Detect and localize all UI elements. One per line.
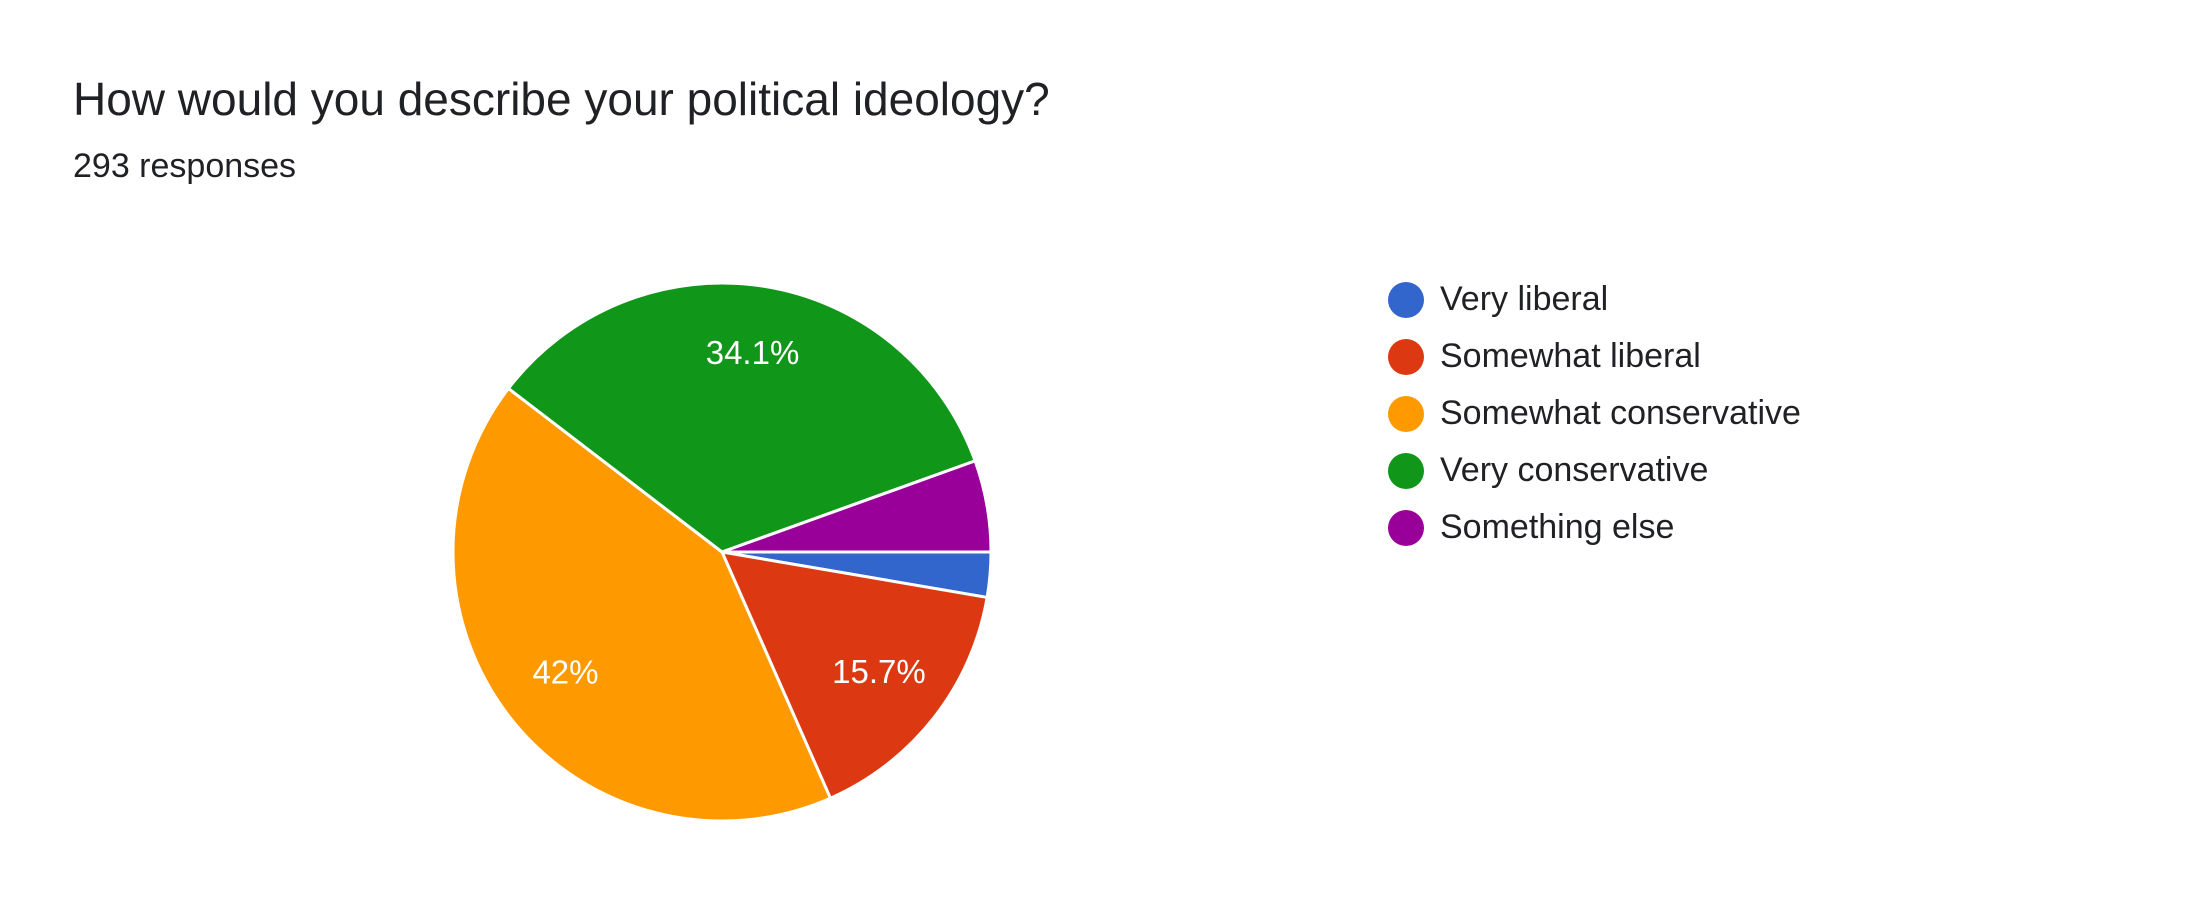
data-label: 42% [532, 654, 598, 691]
chart-subtitle: 293 responses [73, 147, 296, 185]
legend-label: Somewhat conservative [1440, 394, 1801, 432]
chart-title: How would you describe your political id… [73, 73, 1050, 125]
legend-label: Somewhat liberal [1440, 337, 1701, 375]
data-label: 34.1% [706, 334, 800, 371]
legend-label: Something else [1440, 508, 1674, 546]
legend-swatch [1388, 396, 1424, 432]
pie-slice [506, 281, 978, 554]
legend-swatch [1388, 339, 1424, 375]
pie-slice [721, 458, 993, 554]
legend-swatch [1388, 282, 1424, 318]
data-label: 15.7% [832, 653, 926, 690]
legend-swatch [1388, 510, 1424, 546]
legend-label: Very liberal [1440, 280, 1608, 318]
legend-swatch [1388, 453, 1424, 489]
legend-label: Very conservative [1440, 451, 1708, 489]
pie-slice [451, 386, 833, 823]
pie-slice [719, 550, 989, 801]
